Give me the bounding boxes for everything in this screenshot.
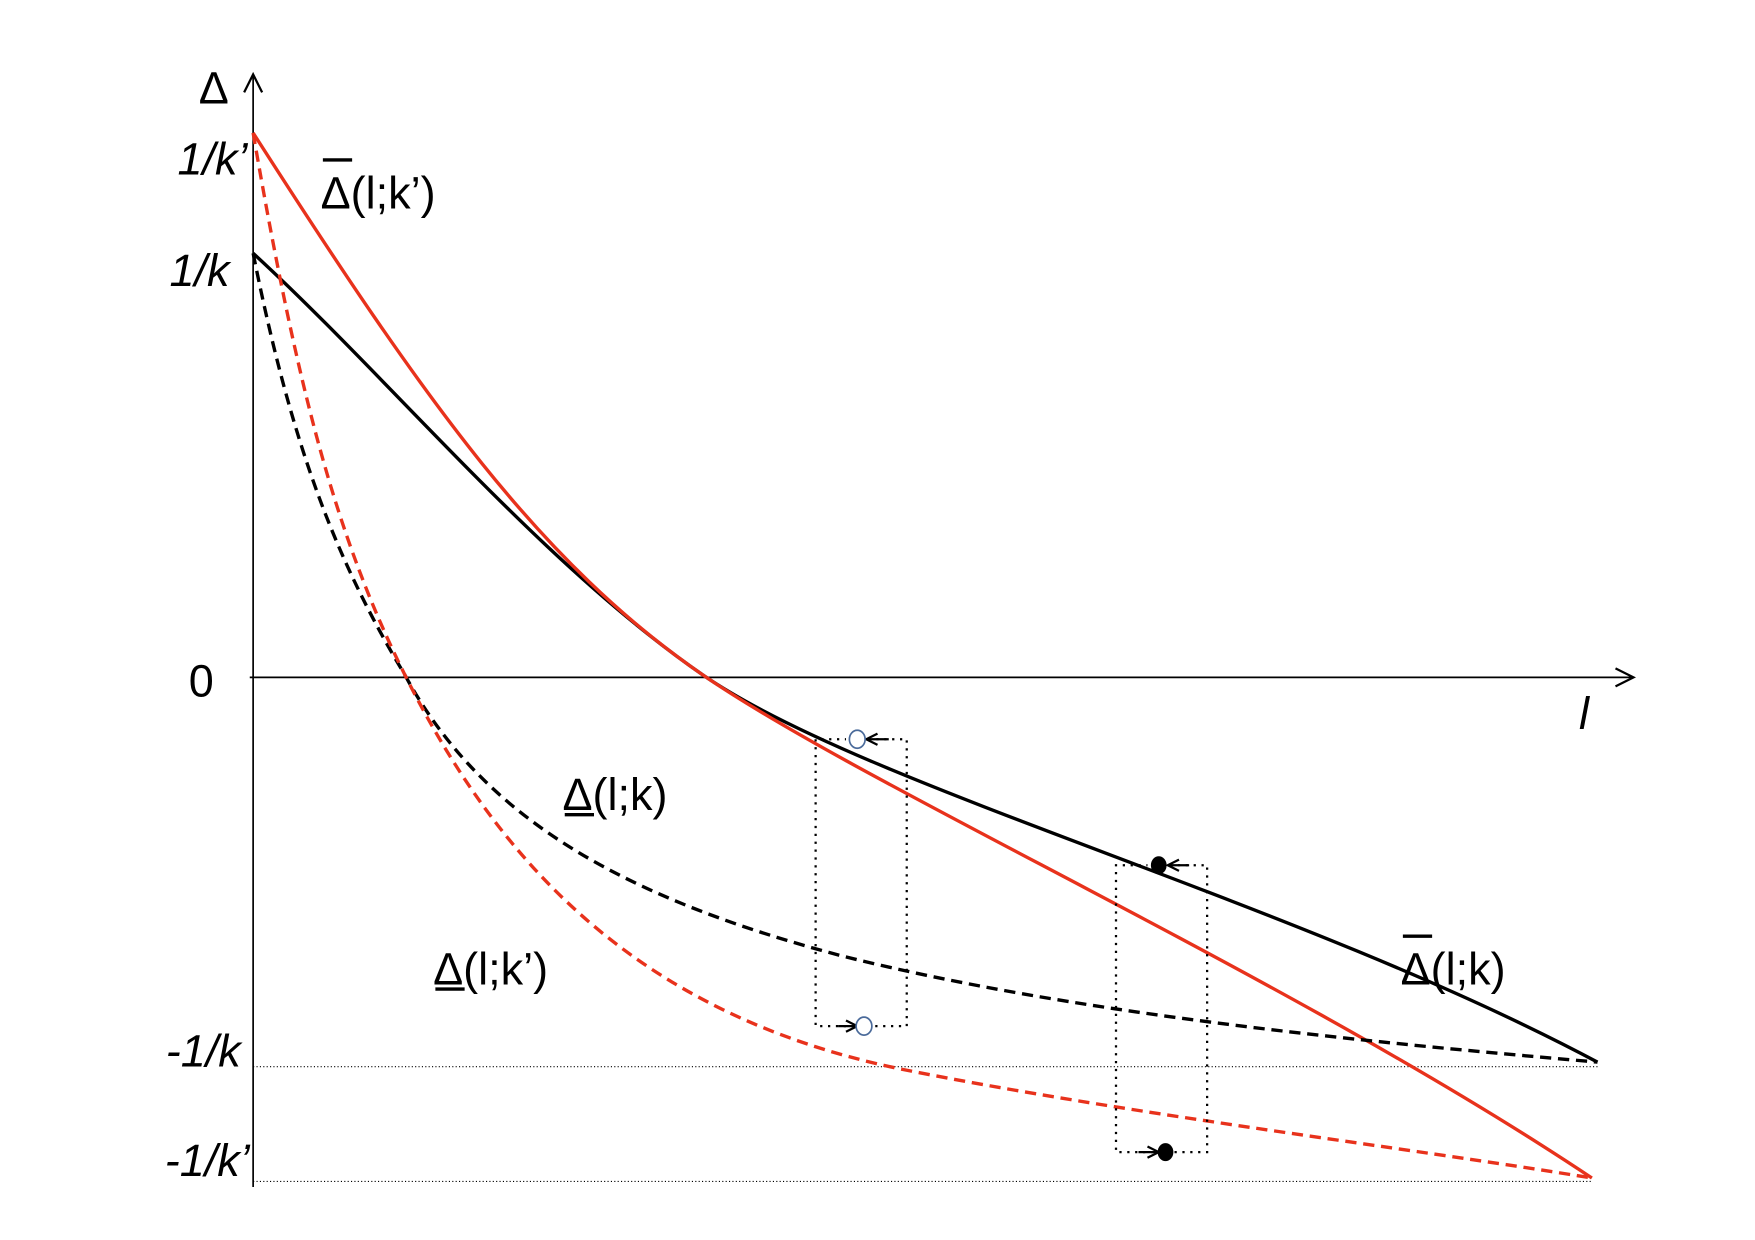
x-axis-label: l: [1579, 688, 1591, 739]
open-point: [848, 729, 866, 750]
tick-label: 0: [189, 656, 214, 707]
filled-point: [1150, 856, 1167, 875]
curve-label: Δ(l;k): [563, 769, 668, 820]
open-point: [855, 1016, 873, 1036]
curve-label: Δ(l;k): [1401, 944, 1506, 995]
dotted-loop: [814, 738, 908, 1028]
dotted-loop: [1114, 864, 1209, 1154]
curve: [251, 252, 1599, 1064]
curve-label: Δ(l;k’): [433, 944, 548, 995]
tick-label: 1/k: [169, 245, 232, 296]
curve-label: Δ(l;k’): [321, 167, 436, 218]
tick-label: 1/k’: [177, 134, 248, 185]
y-axis-label: Δ: [199, 63, 229, 114]
filled-point: [1157, 1143, 1174, 1162]
tick-label: -1/k’: [165, 1135, 251, 1186]
tick-label: -1/k: [166, 1026, 244, 1077]
curve: [251, 131, 1593, 1180]
curve: [251, 252, 1598, 1064]
curve: [251, 132, 1593, 1180]
